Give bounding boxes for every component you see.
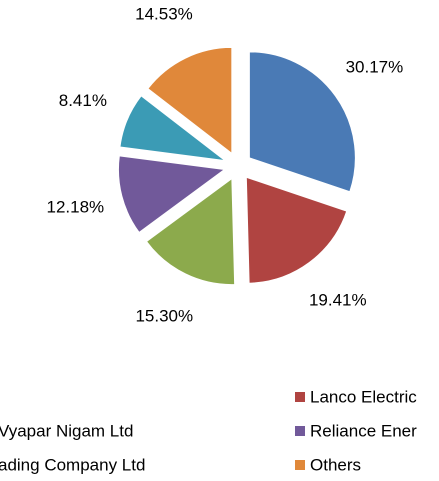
legend-label: Others [310,455,361,474]
pie-slice [248,51,356,193]
legend-label: ading Company Ltd [0,455,145,474]
pie-slice [145,177,236,286]
data-label: 8.41% [59,91,107,110]
data-label: 30.17% [346,57,404,76]
legend-swatch [295,460,305,470]
data-label: 12.18% [47,198,105,217]
pie-slice [147,46,233,155]
pie-slice [119,95,227,162]
pie-slice [245,176,348,284]
data-label: 14.53% [135,5,193,24]
pie-slice [117,155,226,234]
data-label: 15.30% [135,306,193,325]
legend-swatch [295,392,305,402]
legend-swatch [295,426,305,436]
legend-label: Vyapar Nigam Ltd [0,421,133,440]
legend-label: Lanco Electric [310,387,417,406]
legend-label: Reliance Ener [310,421,417,440]
data-label: 19.41% [309,291,367,310]
